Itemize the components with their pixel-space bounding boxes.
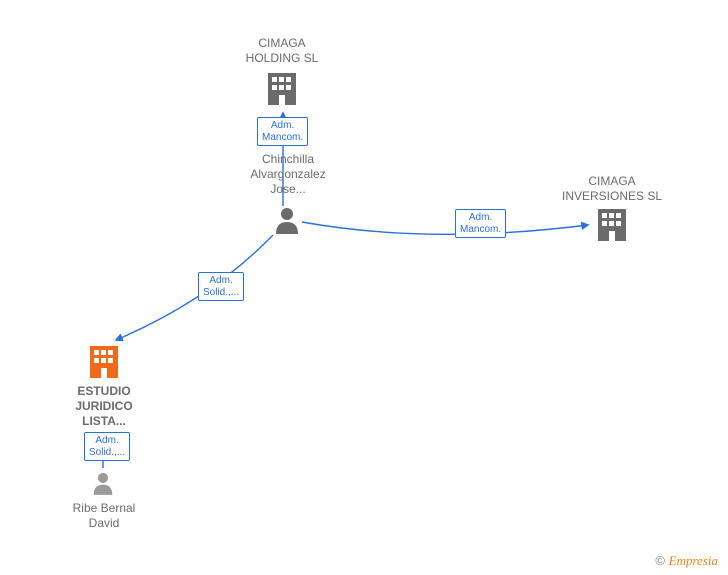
copyright-brand: Empresia <box>669 553 718 568</box>
node-label-ribe: Ribe Bernal David <box>64 501 144 531</box>
building-icon <box>266 71 298 112</box>
building-icon <box>88 344 120 385</box>
node-label-cimaga-inversiones: CIMAGA INVERSIONES SL <box>548 174 676 204</box>
person-icon <box>92 471 114 500</box>
node-label-chinchilla: Chinchilla Alvargonzalez Jose... <box>238 152 338 197</box>
copyright: © Empresia <box>655 553 718 569</box>
copyright-symbol: © <box>655 553 665 568</box>
edge-label: Adm. Mancom. <box>257 117 308 146</box>
node-label-cimaga-holding: CIMAGA HOLDING SL <box>237 36 327 66</box>
edge-label: Adm. Solid.,... <box>198 272 244 301</box>
edge-label: Adm. Solid.,... <box>84 432 130 461</box>
node-label-estudio: ESTUDIO JURIDICO LISTA... <box>64 384 144 429</box>
building-icon <box>596 207 628 248</box>
person-icon <box>274 206 300 239</box>
edge-label: Adm. Mancom. <box>455 209 506 238</box>
diagram-canvas: CIMAGA HOLDING SL Chinchilla Alvargonzal… <box>0 0 728 575</box>
